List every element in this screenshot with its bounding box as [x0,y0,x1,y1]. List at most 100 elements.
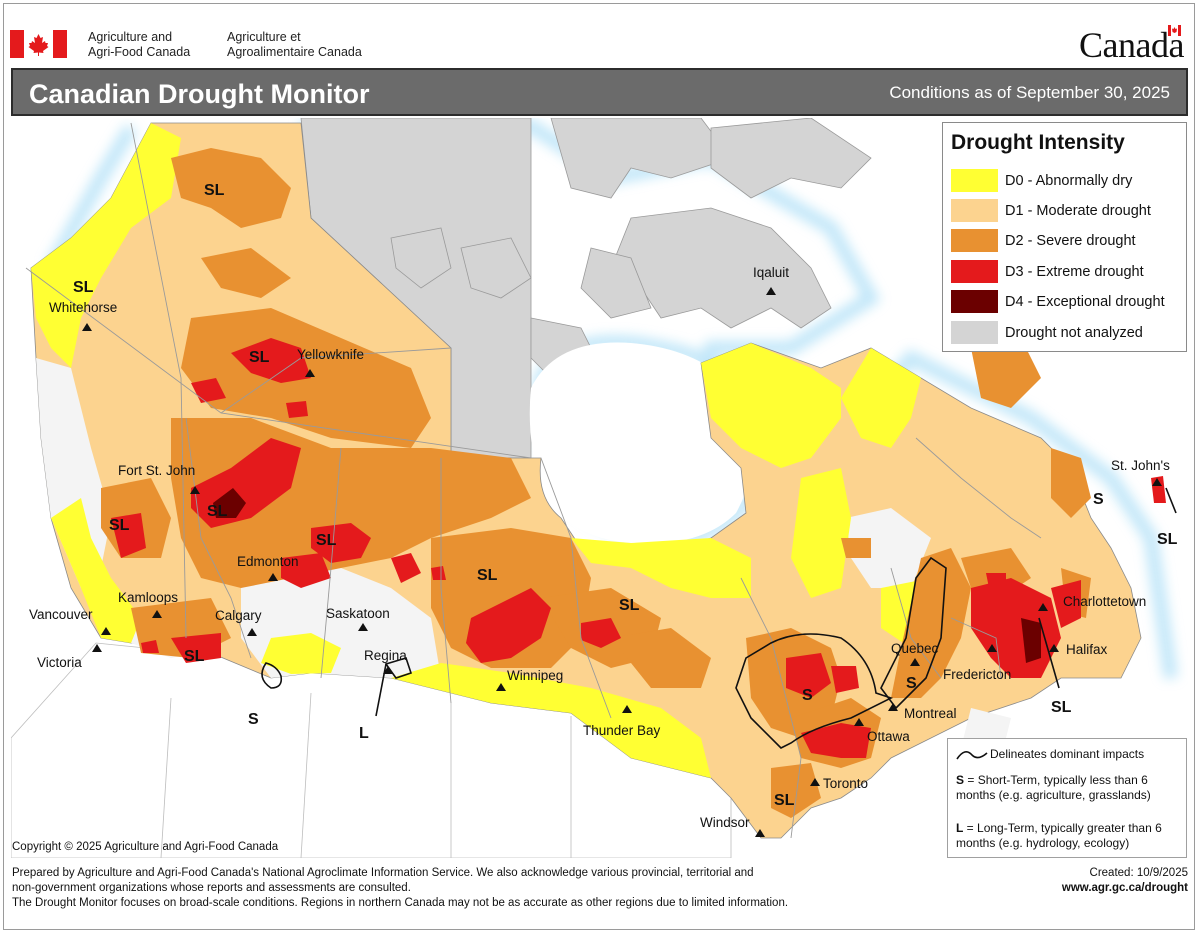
fort-st-john-label: Fort St. John [118,463,195,478]
kamloops-marker [152,610,162,618]
legend-label: D0 - Abnormally dry [1005,173,1133,189]
department-en-line1: Agriculture and [88,30,173,44]
windsor-marker [755,829,765,837]
impact-label-bc-south: SL [184,648,205,665]
windsor-label: Windsor [700,815,750,830]
ottawa-label: Ottawa [867,729,910,744]
impact-label-saskatchewan: SL [477,567,498,584]
whitehorse-label: Whitehorse [49,300,117,315]
long-term-letter: L [956,821,964,835]
government-header: Agriculture and Agri-Food Canada Agricul… [10,22,1190,66]
legend-item-d1: D1 - Moderate drought [951,199,1181,223]
province-boundaries [25,122,1042,839]
legend-swatch [951,229,998,252]
created-date: Created: 10/9/2025 [1089,867,1188,879]
regina-marker [383,666,393,674]
impact-label-fort-st-john: SL [207,503,228,520]
impact-label-maritimes: SL [1051,699,1072,716]
legend-swatch [951,199,998,222]
short-term-key: S = Short-Term, typically less than 6 mo… [956,773,1184,803]
st-johns-label: St. John's [1111,458,1170,473]
delineation-line-icon [956,751,988,760]
thunder-bay-marker [622,705,632,713]
legend-swatch [951,169,998,192]
department-fr-line2: Agroalimentaire Canada [227,45,362,59]
winnipeg-label: Winnipeg [507,668,563,683]
whitehorse-marker [82,323,92,331]
legend-item-d2: D2 - Severe drought [951,229,1181,253]
impact-label-alberta: SL [316,532,337,549]
legend-item-d0: D0 - Abnormally dry [951,169,1181,193]
victoria-marker [92,644,102,652]
calgary-marker [247,628,257,636]
wordmark-text: Canada [1079,25,1184,65]
legend-label: D2 - Severe drought [1005,233,1136,249]
arctic-archipelago-not-analyzed [300,118,872,459]
vancouver-marker [101,627,111,635]
legend-item-not-analyzed: Drought not analyzed [951,321,1181,345]
fredericton-label: Fredericton [943,667,1011,682]
drought-intensity-legend: Drought Intensity D0 - Abnormally dry D1… [942,122,1187,352]
department-name-french: Agriculture et Agroalimentaire Canada [227,30,362,60]
footer-line3: The Drought Monitor focuses on broad-sca… [12,897,789,909]
quebec-marker [910,658,920,666]
thunder-bay-label: Thunder Bay [583,723,661,738]
hudson-bay [529,342,754,544]
edmonton-marker [268,573,278,581]
title-bar: Canadian Drought Monitor Conditions as o… [11,68,1188,116]
footer-meta: Created: 10/9/2025 www.agr.gc.ca/drought [1062,866,1188,896]
short-term-description: = Short-Term, typically less than 6 mont… [956,773,1151,802]
impact-label-quebec: S [906,675,917,692]
d4-exceptional-drought-areas [213,488,1041,663]
city-labels: Whitehorse Yellowknife Iqaluit Fort St. … [29,265,1170,830]
impact-label-yukon: SL [73,279,94,296]
legend-label: Drought not analyzed [1005,325,1143,341]
long-term-key: L = Long-Term, typically greater than 6 … [956,821,1184,851]
legend-item-d3: D3 - Extreme drought [951,260,1181,284]
footer-line1: Prepared by Agriculture and Agri-Food Ca… [12,867,754,879]
canada-flag-icon [10,30,67,58]
victoria-label: Victoria [37,655,82,670]
legend-item-d4: D4 - Exceptional drought [951,290,1181,314]
map-title: Canadian Drought Monitor [29,79,370,109]
copyright-notice: Copyright © 2025 Agriculture and Agri-Fo… [12,841,279,853]
footer-notes: Prepared by Agriculture and Agri-Food Ca… [12,866,912,911]
winnipeg-marker [496,683,506,691]
impact-label-yellowknife: SL [249,349,270,366]
page-frame [3,3,1195,930]
impact-label-manitoba: SL [619,597,640,614]
canada-wordmark: Canada [1079,24,1184,66]
wordmark-flag-icon [1168,25,1181,36]
regina-label: Regina [364,648,407,663]
iqaluit-marker [766,287,776,295]
legend-swatch [951,290,998,313]
department-en-line2: Agri-Food Canada [88,45,191,59]
short-term-letter: S [956,773,965,787]
impact-label-southern-ontario: SL [774,792,795,809]
ottawa-marker [854,718,864,726]
impact-label-nwt-north: SL [204,182,225,199]
city-markers [82,287,1162,837]
legend-label: D4 - Exceptional drought [1005,294,1165,310]
long-term-description: = Long-Term, typically greater than 6 mo… [956,821,1162,850]
delineation-label: Delineates dominant impacts [990,747,1145,761]
legend-swatch [951,321,998,344]
montreal-marker [888,703,898,711]
impact-label-alberta-south: S [248,711,259,728]
impact-label-ontario-north: S [802,687,813,704]
st-johns-marker [1152,478,1162,486]
yellowknife-marker [305,369,315,377]
vancouver-label: Vancouver [29,607,93,622]
charlottetown-marker [1038,603,1048,611]
drought-url-link[interactable]: www.agr.gc.ca/drought [1061,882,1188,894]
kamloops-label: Kamloops [118,590,178,605]
impact-label-regina: L [359,725,369,742]
impacts-key: Delineates dominant impacts S = Short-Te… [947,738,1187,858]
footer-line2: non-government organizations whose repor… [12,882,411,894]
fredericton-marker [987,644,997,652]
montreal-label: Montreal [904,706,957,721]
legend-label: D1 - Moderate drought [1005,203,1151,219]
toronto-marker [810,778,820,786]
impact-label-newfoundland-east: SL [1157,531,1178,548]
department-name-english: Agriculture and Agri-Food Canada [88,30,190,60]
